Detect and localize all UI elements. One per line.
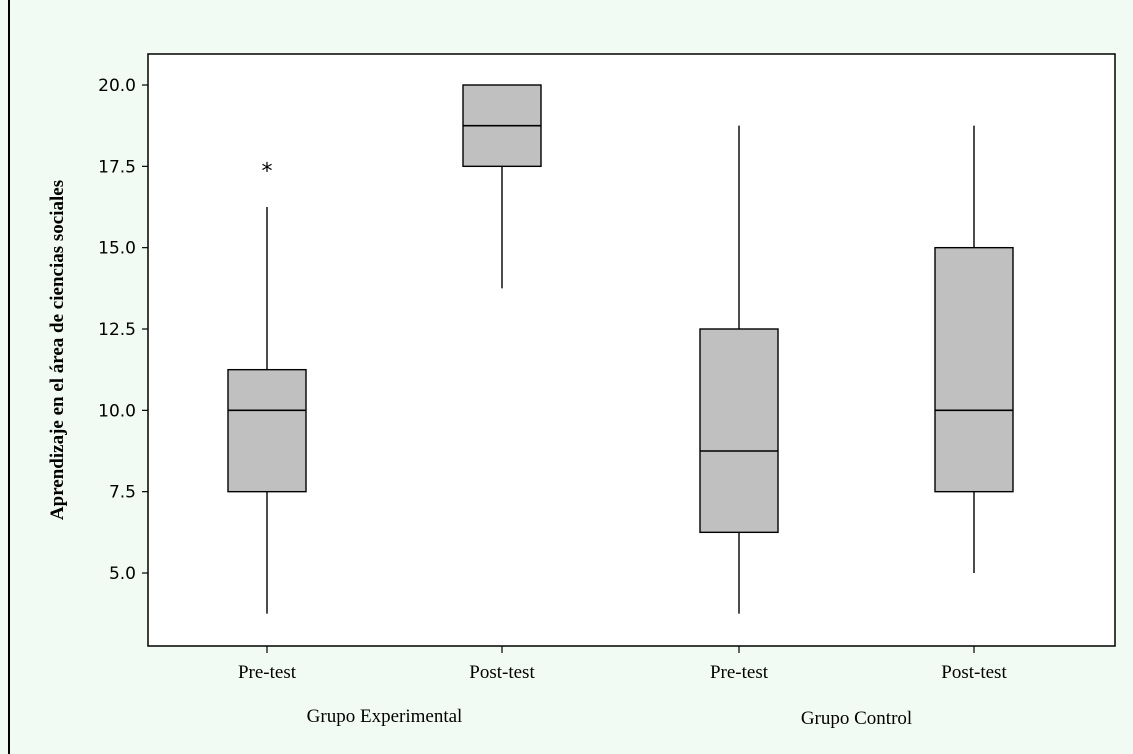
- y-tick-label: 7.5: [109, 483, 136, 503]
- y-tick-label: 17.5: [98, 157, 136, 177]
- y-tick-label: 12.5: [98, 320, 136, 340]
- left-border-line: [8, 0, 10, 754]
- box-iqr: [934, 246, 1014, 493]
- group-labels: Grupo Experimental Grupo Control: [307, 706, 913, 729]
- box-4: [934, 125, 1014, 573]
- y-tick-label: 15.0: [98, 239, 136, 259]
- outlier-point: *: [262, 159, 273, 184]
- box-2: [462, 84, 542, 289]
- box-iqr: [699, 328, 779, 534]
- x-category-label: Post-test: [941, 662, 1007, 683]
- y-axis-title: Aprendizaje en el área de ciencias socia…: [47, 180, 68, 520]
- x-category-label: Post-test: [469, 662, 535, 683]
- group-label: Grupo Experimental: [307, 706, 463, 727]
- x-axis: Pre-test Post-test Pre-test Post-test: [238, 646, 1007, 683]
- group-label: Grupo Control: [801, 708, 912, 729]
- x-category-label: Pre-test: [710, 662, 769, 683]
- box-3: [699, 125, 779, 614]
- y-tick-label: 10.0: [98, 401, 136, 421]
- y-tick-label: 20.0: [98, 76, 136, 96]
- boxes-layer: *: [227, 84, 1014, 614]
- y-tick-label: 5.0: [109, 564, 136, 584]
- y-axis: 5.0 7.5 10.0 12.5 15.0 17.5 20.0: [98, 76, 148, 584]
- box-1: *: [227, 159, 307, 614]
- box-iqr: [227, 368, 307, 493]
- x-category-label: Pre-test: [238, 662, 297, 683]
